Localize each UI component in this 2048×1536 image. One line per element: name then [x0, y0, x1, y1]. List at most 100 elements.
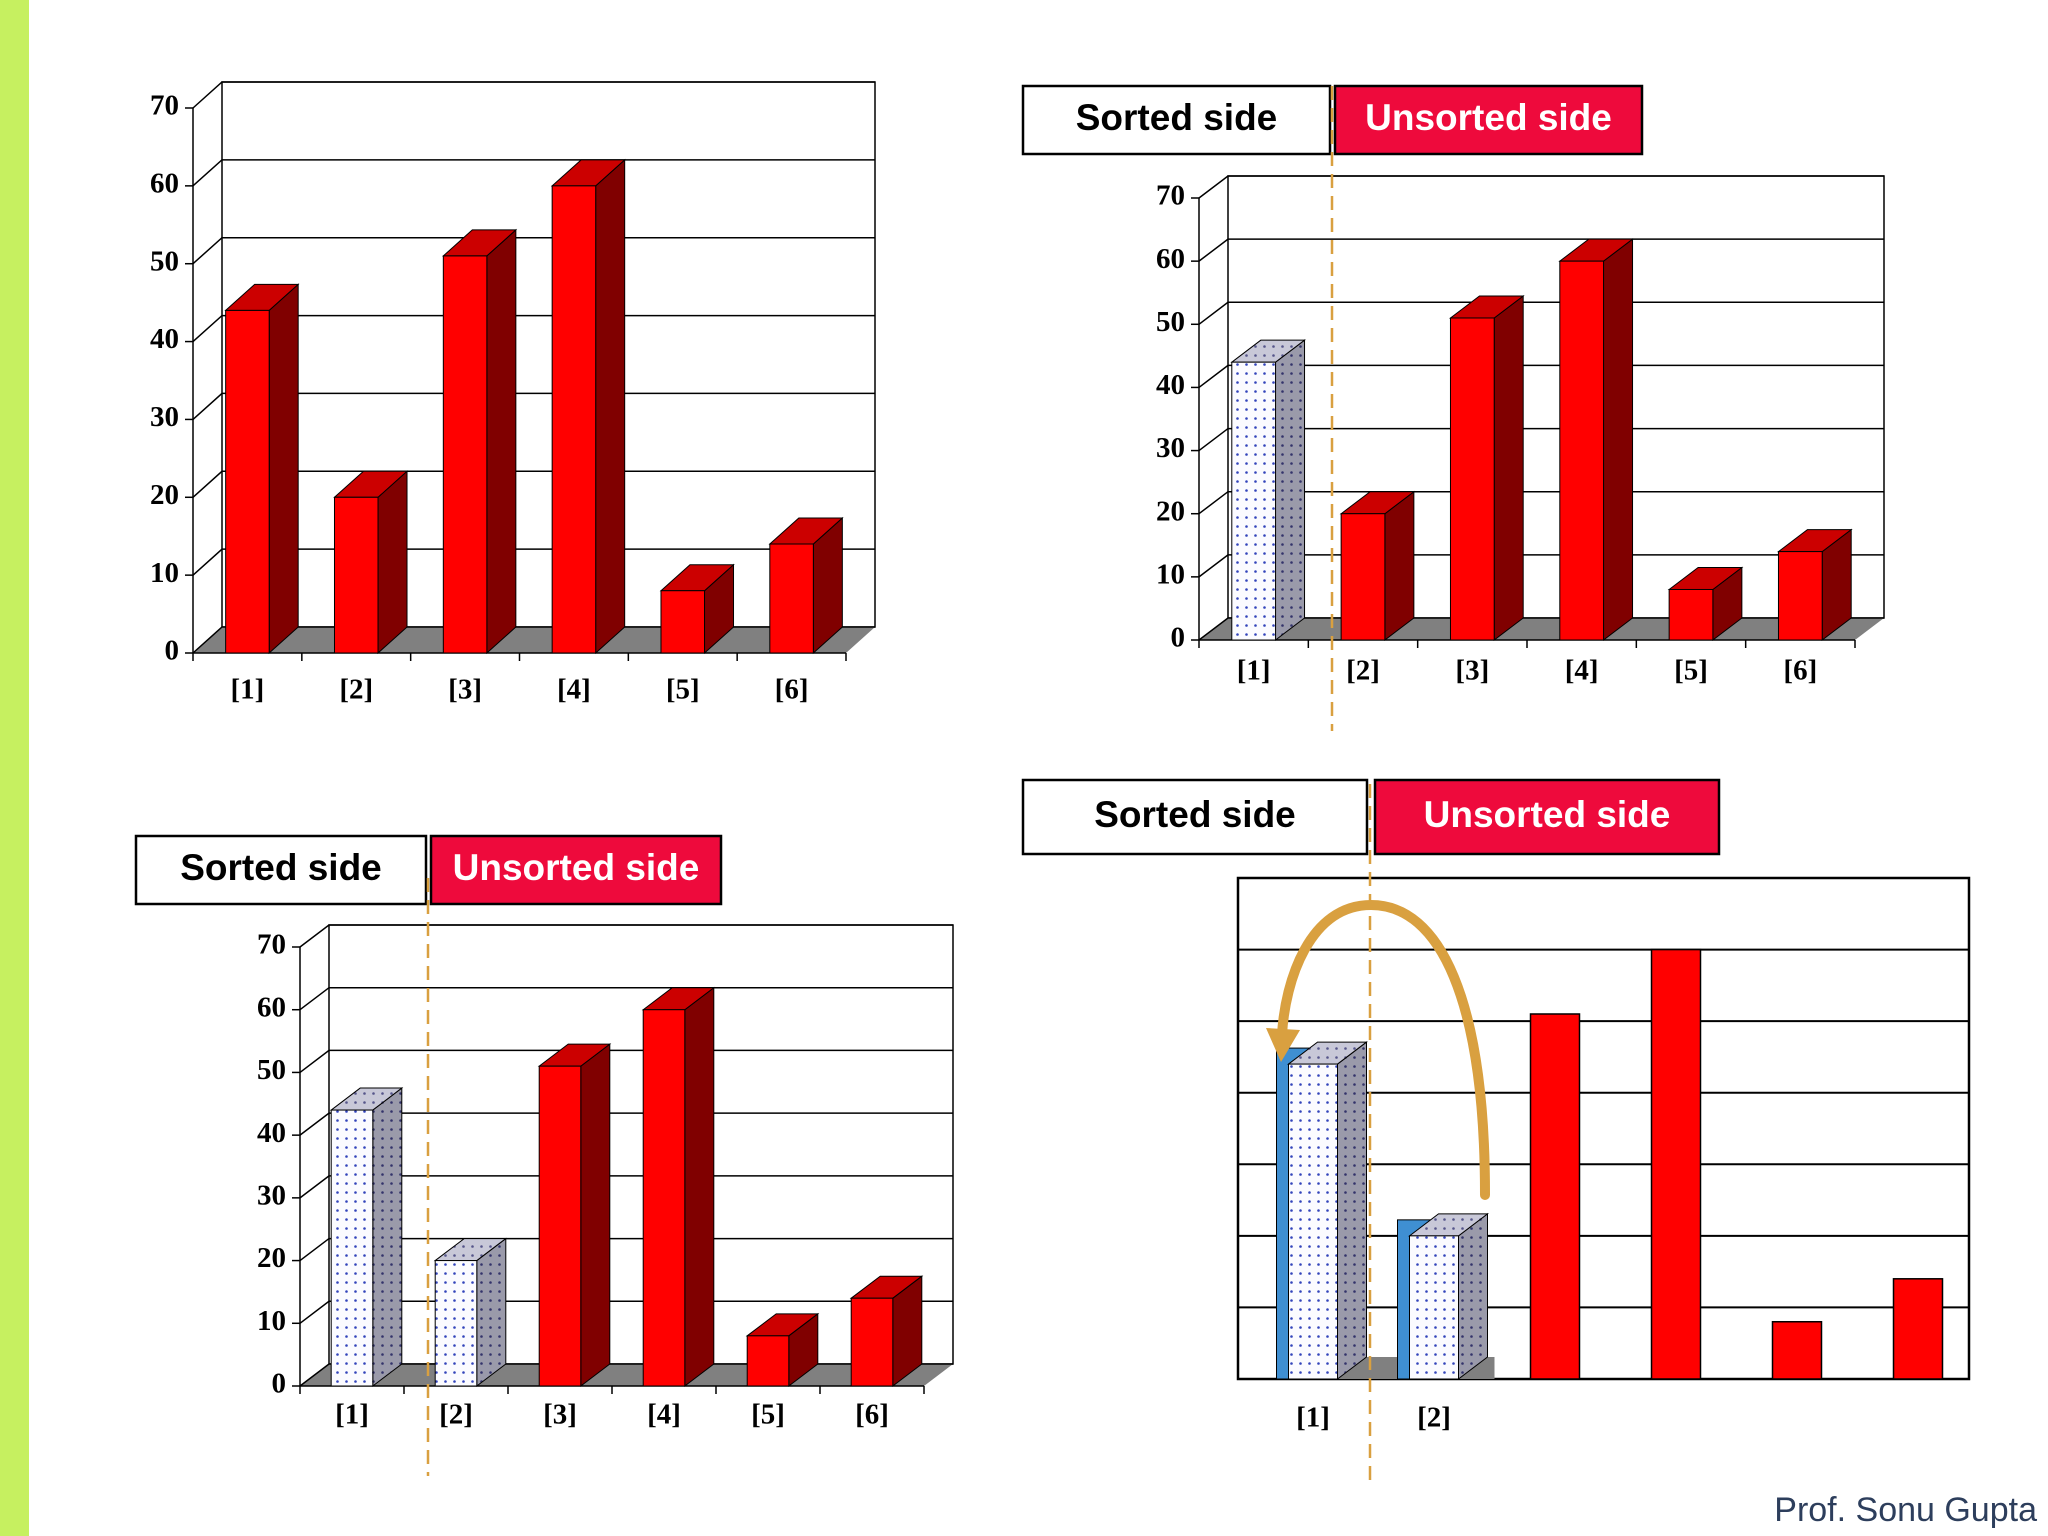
- y-tick-label: 0: [1171, 622, 1186, 654]
- bar: [850, 1297, 894, 1387]
- bar-side: [595, 158, 626, 655]
- bar: [1449, 317, 1495, 641]
- footer: Prof. Sonu Gupta: [1774, 1491, 2037, 1529]
- y-tick-label: 50: [150, 245, 179, 277]
- y-tick-label: 50: [1156, 306, 1185, 338]
- bar-side: [372, 1087, 403, 1388]
- sorted-label: Sorted side: [1076, 97, 1278, 138]
- y-tick-label: 20: [257, 1242, 286, 1274]
- bar: [642, 1009, 686, 1387]
- grid-line: [1198, 301, 1884, 325]
- bar: [1288, 1063, 1338, 1380]
- sorted-label: Sorted side: [180, 847, 382, 888]
- grid-line: [192, 548, 875, 576]
- x-tick-label: [4]: [1565, 655, 1599, 687]
- x-tick-label: [5]: [751, 1399, 785, 1431]
- x-tick-label: [2]: [1346, 655, 1380, 687]
- y-tick-label: 0: [272, 1368, 287, 1400]
- grid-line: [1198, 554, 1884, 578]
- bar-side: [486, 228, 517, 655]
- y-tick-label: 20: [1156, 495, 1185, 527]
- x-tick-label: [6]: [855, 1399, 889, 1431]
- grid-line: [1198, 175, 1884, 199]
- grid-line: [299, 1363, 953, 1387]
- y-tick-label: 30: [1156, 432, 1185, 464]
- swap-arrow-head: [1266, 1028, 1300, 1062]
- grid-line: [1198, 364, 1884, 389]
- y-tick-label: 50: [257, 1054, 286, 1086]
- y-tick-label: 0: [165, 635, 180, 667]
- bar: [1340, 513, 1386, 641]
- bar: [1409, 1235, 1459, 1380]
- y-tick-label: 10: [1156, 559, 1185, 591]
- x-tick-label: [1]: [335, 1399, 369, 1431]
- bar: [1231, 361, 1277, 641]
- x-tick-label: [4]: [557, 674, 591, 706]
- bar-side: [1384, 490, 1415, 642]
- sorted-box: [1021, 84, 1332, 156]
- bar-side: [377, 470, 408, 655]
- grid-line: [299, 1175, 953, 1199]
- grid-line: [1198, 490, 1884, 515]
- sorted-box: [134, 834, 428, 906]
- grid-line: [299, 924, 953, 948]
- grid-line: [192, 392, 875, 420]
- swap-arrow: [1277, 899, 1490, 1200]
- x-tick-label: [2]: [339, 674, 373, 706]
- bar-side: [580, 1043, 611, 1388]
- bar-side: [1337, 1041, 1367, 1381]
- side-stripe: [0, 0, 29, 1536]
- x-tick-label: [2]: [439, 1399, 473, 1431]
- bar: [1892, 1278, 1944, 1380]
- bar: [1777, 551, 1823, 641]
- y-tick-label: 60: [257, 991, 286, 1023]
- unsorted-box: [1373, 778, 1721, 856]
- x-tick-label: [3]: [448, 674, 482, 706]
- sorted-box: [1021, 778, 1369, 856]
- bar: [551, 185, 597, 654]
- bar: [1668, 588, 1714, 641]
- y-tick-label: 20: [150, 479, 179, 511]
- unsorted-box: [429, 834, 723, 906]
- bar-side: [684, 986, 715, 1388]
- bar: [333, 496, 379, 654]
- x-tick-label: [2]: [1417, 1402, 1451, 1434]
- grid-line: [299, 1049, 953, 1074]
- y-tick-label: 40: [1156, 369, 1185, 401]
- y-tick-label: 70: [257, 929, 286, 961]
- unsorted-label: Unsorted side: [1424, 794, 1671, 835]
- grid-line: [299, 1237, 953, 1262]
- y-tick-label: 10: [257, 1305, 286, 1337]
- x-tick-label: [5]: [666, 674, 700, 706]
- grid-line: [299, 986, 953, 1011]
- unsorted-label: Unsorted side: [1365, 97, 1612, 138]
- grid-line: [192, 470, 875, 498]
- bar: [1650, 948, 1702, 1380]
- bar: [746, 1335, 790, 1387]
- grid-line: [1198, 427, 1884, 452]
- grid-line: [1198, 617, 1884, 641]
- x-tick-label: [1]: [1296, 1402, 1330, 1434]
- unsorted-label: Unsorted side: [453, 847, 700, 888]
- bar-side: [1458, 1212, 1488, 1381]
- x-tick-label: [1]: [1237, 655, 1271, 687]
- x-tick-label: [3]: [543, 1399, 577, 1431]
- grid-line: [192, 626, 875, 654]
- bar: [330, 1109, 374, 1387]
- bar-side: [1603, 238, 1634, 642]
- sorted-label: Sorted side: [1094, 794, 1296, 835]
- y-tick-label: 60: [150, 168, 179, 200]
- y-tick-label: 40: [257, 1117, 286, 1149]
- grid-line: [192, 236, 875, 265]
- grid-line: [192, 159, 875, 187]
- bar-side: [476, 1237, 507, 1388]
- x-tick-label: [6]: [1783, 655, 1817, 687]
- unsorted-box: [1333, 84, 1644, 156]
- y-tick-label: 70: [150, 90, 179, 122]
- x-tick-label: [6]: [775, 674, 809, 706]
- x-tick-label: [5]: [1674, 655, 1708, 687]
- grid-line: [192, 81, 875, 109]
- y-tick-label: 40: [150, 323, 179, 355]
- grid-line: [299, 1300, 953, 1324]
